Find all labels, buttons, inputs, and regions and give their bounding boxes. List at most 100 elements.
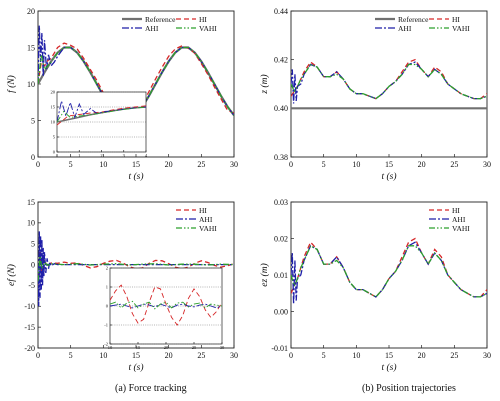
y-tick-label: -2 [104,342,108,347]
legend-label-hi: HI [452,206,460,215]
legend-label-vahi: VAHI [452,24,470,33]
inset-force-error: 10 15 20 25 30 -2 -1 0 1 2 [104,266,225,350]
legend-label-ahi: AHI [199,215,213,224]
x-tick-label: 0 [56,153,59,158]
series-line-vahi [110,300,222,310]
legend-label-ahi: AHI [452,215,466,224]
y-axis-label: f (N) [6,75,17,93]
y-tick-label: 0.00 [274,307,288,316]
series-line-hi [110,284,222,326]
x-tick-label: 25 [450,160,458,169]
y-tick-label: 0.42 [274,55,288,64]
plot-frame [290,10,488,158]
y-tick-label: -10 [24,302,35,311]
legend-label-reference: Reference [145,15,176,24]
x-tick-label: 3 [123,153,126,158]
x-tick-label: 4 [145,153,148,158]
y-tick-label: -15 [24,323,35,332]
y-tick-label: 20 [27,7,35,16]
y-tick-label: -0.01 [271,344,288,353]
series-line-ahi [110,303,222,309]
y-tick-label: 0 [53,150,56,155]
y-tick-label: 0.02 [274,234,288,243]
legend-label-reference: Reference [398,15,429,24]
x-tick-label: 15 [136,345,141,350]
x-tick-label: 30 [220,345,225,350]
x-tick-label: 30 [483,160,491,169]
x-tick-label: 15 [132,351,140,360]
x-axis-label: t (s) [381,362,396,373]
y-tick-label: -20 [24,344,35,353]
x-tick-label: 20 [418,160,426,169]
y-tick-label: 10 [51,120,56,125]
y-tick-label: 5 [31,240,35,249]
x-tick-label: 5 [69,351,73,360]
x-tick-label: 10 [108,345,113,350]
y-tick-label: 10 [27,80,35,89]
x-tick-label: 0 [289,160,293,169]
y-tick-label: 15 [51,105,56,110]
legend-label-ahi: AHI [398,24,412,33]
x-tick-label: 25 [197,160,205,169]
chart-position-error: 0 5 10 15 20 25 30 -0.01 0.00 0.01 0.02 0.03 t (s) ez… [259,198,491,373]
x-tick-label: 25 [450,351,458,360]
legend-label-vahi: VAHI [452,224,470,233]
y-tick-label: 0.44 [274,7,288,16]
legend-label-vahi: VAHI [199,224,217,233]
x-tick-label: 15 [132,160,140,169]
x-tick-label: 10 [99,160,107,169]
y-axis-label: z (m) [259,74,270,94]
x-tick-label: 10 [352,351,360,360]
y-tick-label: 0.38 [274,153,288,162]
x-tick-label: 5 [322,351,326,360]
y-tick-label: 10 [27,219,35,228]
x-axis-label: t (s) [128,362,143,373]
x-tick-label: 0 [36,160,40,169]
x-tick-label: 25 [192,345,197,350]
x-tick-label: 30 [483,351,491,360]
chart-position: 0 5 10 15 20 25 30 0.38 0.40 0.42 0.44 t (s) z (m) Re… [259,7,491,182]
legend-label-hi: HI [199,206,207,215]
series-line-vahi [291,63,487,100]
series-line-hi [57,105,146,126]
x-tick-label: 10 [352,160,360,169]
series-line-vahi [38,256,234,282]
y-axis-label: ez (m) [259,263,270,286]
legend: Reference HI AHI VAHI [122,15,217,33]
x-tick-label: 5 [69,160,73,169]
x-tick-label: 2 [100,153,102,158]
x-tick-label: 0 [289,351,293,360]
series-line-vahi [57,106,146,123]
y-tick-label: 0.40 [274,104,288,113]
x-tick-label: 20 [164,345,169,350]
y-tick-label: 0 [31,260,35,269]
x-tick-label: 20 [418,351,426,360]
x-tick-label: 1 [78,153,80,158]
legend-label-hi: HI [199,15,207,24]
x-tick-label: 0 [36,351,40,360]
y-tick-label: 0 [31,153,35,162]
y-tick-label: 0.01 [274,271,288,280]
y-axis-label: ef (N) [6,264,17,286]
x-tick-label: 5 [322,160,326,169]
x-tick-label: 15 [385,351,393,360]
x-axis-label: t (s) [381,171,396,182]
x-tick-label: 10 [99,351,107,360]
legend-label-ahi: AHI [145,24,159,33]
legend: Reference HI AHI VAHI [375,15,470,33]
x-axis-label: t (s) [128,171,143,182]
x-tick-label: 15 [385,160,393,169]
plot-frame [290,201,488,349]
y-tick-label: 1 [106,285,108,290]
y-tick-label: 5 [53,135,56,140]
y-tick-label: 0 [106,304,109,309]
y-tick-label: 15 [27,198,35,207]
x-tick-label: 20 [165,351,173,360]
caption-force-tracking: (a) Force tracking [115,383,187,394]
legend-label-hi: HI [452,15,460,24]
y-tick-label: -5 [28,281,35,290]
